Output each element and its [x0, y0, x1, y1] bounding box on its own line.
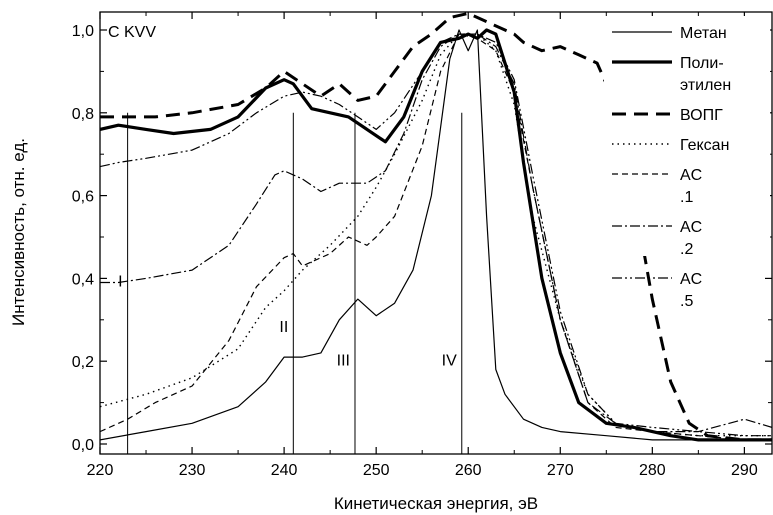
- legend-label: AC: [680, 167, 702, 184]
- x-tick-label: 220: [87, 462, 114, 479]
- legend-label: ВОПГ: [680, 107, 723, 124]
- x-tick-label: 240: [271, 462, 298, 479]
- marker-label: III: [337, 352, 350, 369]
- y-tick-label: 0,6: [72, 189, 94, 206]
- legend-label: Поли-: [680, 55, 724, 72]
- plot-frame: [99, 11, 773, 455]
- x-tick-label: 260: [455, 462, 482, 479]
- y-tick-label: 1,0: [72, 23, 94, 40]
- series-line: [100, 28, 772, 442]
- y-tick-label: 0,2: [72, 354, 94, 371]
- x-tick-label: 270: [547, 462, 574, 479]
- marker-label: II: [279, 319, 288, 336]
- x-tick-label: 230: [179, 462, 206, 479]
- axis-ticks: 220 230 240 250 260 270 280 290 0,0 0,2 0,4 0,6 0,8 1…: [72, 12, 772, 479]
- legend-label: .1: [680, 189, 693, 206]
- x-tick-label: 290: [731, 462, 758, 479]
- y-tick-label: 0,4: [72, 271, 94, 288]
- legend-background: [604, 16, 770, 256]
- y-tick-label: 0,8: [72, 106, 94, 123]
- y-tick-label: 0,0: [72, 437, 94, 454]
- x-axis-title: Кинетическая энергия, эВ: [334, 494, 538, 513]
- legend-label: этилен: [680, 77, 731, 94]
- series-line: [100, 12, 772, 442]
- series-line: [100, 29, 772, 441]
- legend-label: Метан: [680, 25, 727, 42]
- legend-label: .2: [680, 241, 693, 258]
- series-line: [100, 33, 772, 437]
- legend-label: .5: [680, 293, 693, 310]
- x-tick-label: 280: [639, 462, 666, 479]
- series-lines: [100, 12, 772, 442]
- legend-label: AC: [680, 219, 702, 236]
- series-line: [100, 33, 772, 433]
- marker-label: IV: [442, 352, 457, 369]
- legend-label: AC: [680, 271, 702, 288]
- legend: Метан Поли-этилен ВОПГ Гексан AC .1 AC .2 AC .5: [604, 16, 770, 310]
- corner-label: C KVV: [108, 24, 156, 41]
- legend-label: Гексан: [680, 137, 729, 154]
- y-axis-title: Интенсивность, отн. ед.: [9, 138, 28, 326]
- x-tick-label: 250: [363, 462, 390, 479]
- series-line: [100, 33, 772, 441]
